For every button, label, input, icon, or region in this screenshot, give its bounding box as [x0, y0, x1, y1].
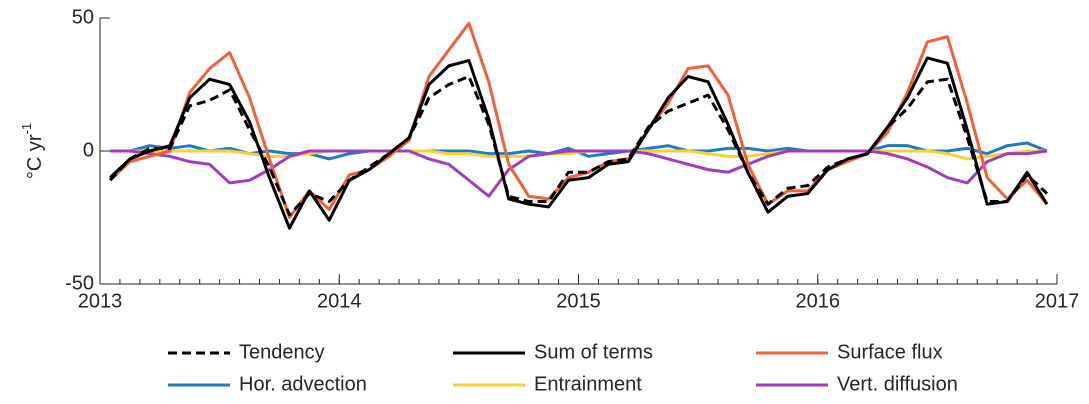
y-label-superscript: -1	[19, 123, 34, 135]
y-tick-label: 0	[83, 139, 94, 161]
y-axis-label: °C yr-1	[19, 123, 46, 179]
legend-label: Hor. advection	[239, 373, 367, 395]
legend-label: Surface flux	[837, 341, 943, 363]
x-tick-label: 2014	[317, 290, 362, 312]
legend-label: Tendency	[239, 341, 325, 363]
y-label-text: °C yr	[24, 134, 46, 179]
legend-label: Vert. diffusion	[837, 373, 958, 395]
x-tick-label: 2015	[556, 290, 601, 312]
series-line	[109, 56, 1049, 230]
legend-label: Sum of terms	[534, 341, 653, 363]
x-tick-label: 2016	[796, 290, 841, 312]
y-tick-label: -50	[65, 272, 94, 294]
x-tick-label: 2017	[1035, 290, 1080, 312]
series-line	[109, 21, 1049, 219]
legend-label: Entrainment	[534, 373, 642, 395]
x-tick-label: 2013	[78, 290, 123, 312]
y-tick-label: 50	[72, 6, 94, 28]
